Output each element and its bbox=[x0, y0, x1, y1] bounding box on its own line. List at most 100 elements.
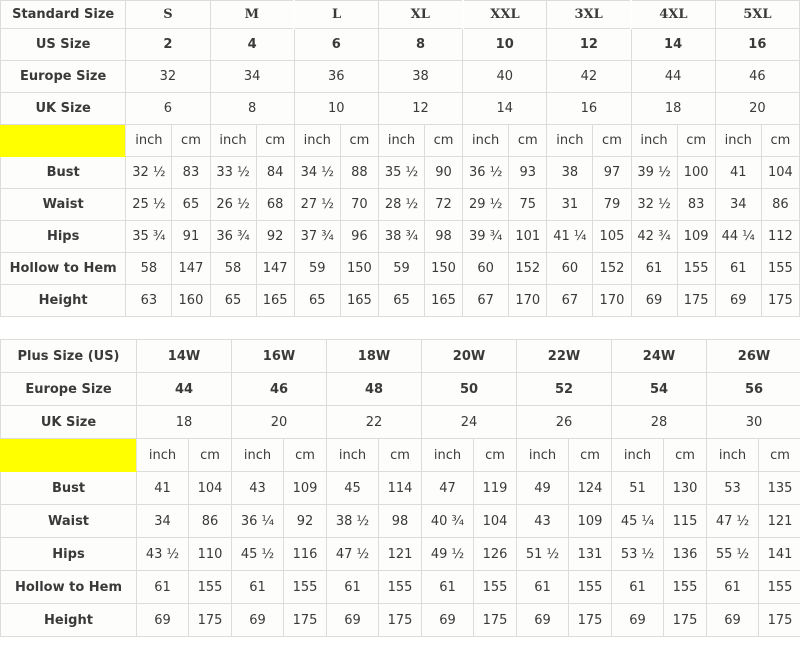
standard-cell-inch: 61 bbox=[630, 252, 678, 285]
standard-cell-inch: 34 bbox=[714, 188, 762, 221]
standard-cell-cm: 70 bbox=[339, 188, 379, 221]
plus-cell-inch: 40 ¾ bbox=[421, 504, 474, 538]
plus-cell-inch: 45 ½ bbox=[231, 537, 284, 571]
standard-size-header-m: M bbox=[209, 0, 296, 29]
standard-cell-inch: 25 ½ bbox=[125, 188, 173, 221]
plus-cell-inch: 49 bbox=[516, 471, 569, 505]
plus-unit-inch: inch bbox=[706, 438, 759, 472]
standard-unit-cm: cm bbox=[424, 124, 464, 157]
standard-cell-inch: 67 bbox=[462, 284, 510, 317]
standard-cell-inch: 35 ¾ bbox=[125, 220, 173, 253]
plus-cell-inch: 34 bbox=[136, 504, 189, 538]
standard-unit-cm: cm bbox=[171, 124, 211, 157]
plus-unit-cm: cm bbox=[473, 438, 517, 472]
plus-size-header-20w: 20W bbox=[421, 339, 517, 373]
standard-cell-inch: 69 bbox=[714, 284, 762, 317]
plus-cell-cm: 86 bbox=[188, 504, 232, 538]
standard-cell-inch: 61 bbox=[714, 252, 762, 285]
plus-row-label: Hips bbox=[0, 537, 137, 571]
plus-row-label: Hollow to Hem bbox=[0, 570, 137, 604]
standard-cell-cm: 147 bbox=[171, 252, 211, 285]
standard-cell: 10 bbox=[293, 92, 379, 125]
plus-cell-cm: 116 bbox=[283, 537, 327, 571]
standard-unit-inch: inch bbox=[462, 124, 510, 157]
standard-cell-cm: 175 bbox=[760, 284, 800, 317]
standard-cell-inch: 59 bbox=[377, 252, 426, 285]
standard-cell-cm: 100 bbox=[676, 156, 716, 189]
plus-cell: 28 bbox=[611, 405, 707, 439]
plus-cell-cm: 155 bbox=[378, 570, 422, 604]
standard-cell-cm: 165 bbox=[339, 284, 379, 317]
standard-cell: 16 bbox=[546, 92, 632, 125]
standard-cell: 12 bbox=[377, 92, 464, 125]
plus-unit-row-label bbox=[0, 438, 137, 472]
plus-cell-inch: 69 bbox=[326, 603, 379, 637]
plus-cell-cm: 114 bbox=[378, 471, 422, 505]
plus-unit-inch: inch bbox=[516, 438, 569, 472]
plus-cell-cm: 175 bbox=[283, 603, 327, 637]
plus-cell-cm: 104 bbox=[473, 504, 517, 538]
standard-unit-inch: inch bbox=[630, 124, 678, 157]
plus-cell-cm: 115 bbox=[663, 504, 707, 538]
plus-cell-cm: 141 bbox=[758, 537, 800, 571]
standard-cell: 4 bbox=[209, 28, 295, 61]
standard-cell-inch: 41 ¼ bbox=[546, 220, 594, 253]
standard-cell: 18 bbox=[630, 92, 716, 125]
standard-cell-cm: 97 bbox=[592, 156, 632, 189]
standard-unit-cm: cm bbox=[255, 124, 295, 157]
plus-unit-cm: cm bbox=[283, 438, 327, 472]
standard-cell-cm: 165 bbox=[424, 284, 464, 317]
plus-cell-cm: 175 bbox=[568, 603, 612, 637]
plus-cell-inch: 69 bbox=[421, 603, 474, 637]
plus-unit-cm: cm bbox=[568, 438, 612, 472]
standard-cell: 42 bbox=[546, 60, 632, 93]
standard-cell-inch: 36 ½ bbox=[462, 156, 510, 189]
standard-cell-cm: 175 bbox=[676, 284, 716, 317]
standard-cell-cm: 150 bbox=[339, 252, 379, 285]
standard-cell-inch: 65 bbox=[293, 284, 341, 317]
standard-cell-cm: 112 bbox=[760, 220, 800, 253]
plus-cell-inch: 55 ½ bbox=[706, 537, 759, 571]
plus-cell-inch: 69 bbox=[231, 603, 284, 637]
plus-unit-inch: inch bbox=[326, 438, 379, 472]
plus-cell-cm: 98 bbox=[378, 504, 422, 538]
plus-unit-inch: inch bbox=[421, 438, 474, 472]
standard-cell-inch: 31 bbox=[546, 188, 594, 221]
standard-unit-row: inch cm inch cm inch cm inch cm inch cm inch cm inch… bbox=[0, 124, 800, 157]
plus-cell-inch: 61 bbox=[136, 570, 189, 604]
standard-cell-inch: 65 bbox=[377, 284, 426, 317]
standard-cell: 6 bbox=[125, 92, 211, 125]
standard-cell-inch: 42 ¾ bbox=[630, 220, 678, 253]
standard-cell-cm: 90 bbox=[424, 156, 464, 189]
plus-cell-inch: 53 bbox=[706, 471, 759, 505]
standard-cell-cm: 91 bbox=[171, 220, 211, 253]
standard-cell-cm: 104 bbox=[760, 156, 800, 189]
standard-cell: 32 bbox=[125, 60, 211, 93]
standard-cell-cm: 165 bbox=[255, 284, 295, 317]
standard-cell: 8 bbox=[377, 28, 464, 61]
standard-cell-inch: 26 ½ bbox=[209, 188, 257, 221]
plus-size-header-14w: 14W bbox=[136, 339, 232, 373]
standard-row-label: UK Size bbox=[0, 92, 127, 125]
plus-cell-inch: 43 bbox=[231, 471, 284, 505]
standard-cell-inch: 33 ½ bbox=[209, 156, 257, 189]
standard-cell: 36 bbox=[293, 60, 379, 93]
table-separator bbox=[0, 317, 800, 339]
standard-unit-inch: inch bbox=[377, 124, 426, 157]
standard-cell-inch: 60 bbox=[546, 252, 594, 285]
plus-cell-cm: 136 bbox=[663, 537, 707, 571]
plus-cell-inch: 53 ½ bbox=[611, 537, 664, 571]
plus-header-row: Plus Size (US) 14W 16W 18W 20W 22W 24W 26W bbox=[0, 339, 800, 373]
standard-size-header-l: L bbox=[293, 0, 379, 29]
standard-size-row: Europe Size 32 34 36 38 40 42 44 46 bbox=[0, 60, 800, 93]
plus-cell: 26 bbox=[516, 405, 612, 439]
standard-cell-inch: 35 ½ bbox=[377, 156, 426, 189]
plus-cell-inch: 61 bbox=[516, 570, 569, 604]
plus-row-label: Europe Size bbox=[0, 372, 137, 406]
plus-cell-inch: 41 bbox=[136, 471, 189, 505]
plus-cell-inch: 47 ½ bbox=[326, 537, 379, 571]
standard-cell: 46 bbox=[714, 60, 800, 93]
plus-cell-inch: 69 bbox=[706, 603, 759, 637]
standard-unit-cm: cm bbox=[676, 124, 716, 157]
standard-row-label: Hips bbox=[0, 220, 127, 253]
